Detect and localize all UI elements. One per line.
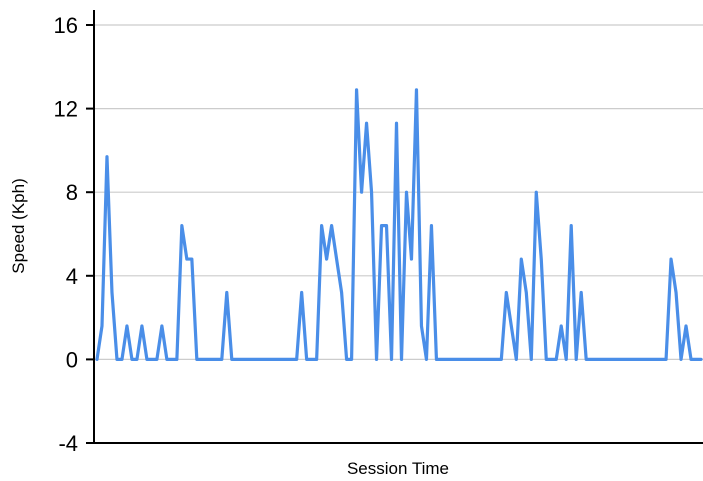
y-axis-ticks: -4 0 4 8 12 16 bbox=[54, 13, 94, 456]
y-tick-label: 12 bbox=[54, 97, 78, 122]
series-layer bbox=[95, 88, 703, 361]
y-tick-label: -4 bbox=[58, 431, 78, 456]
speed-series-line bbox=[95, 88, 703, 361]
y-tick-label: 8 bbox=[66, 180, 78, 205]
y-tick-label: 4 bbox=[66, 264, 78, 289]
x-axis-title: Session Time bbox=[347, 459, 449, 478]
y-tick-label: 16 bbox=[54, 13, 78, 38]
y-tick-label: 0 bbox=[66, 347, 78, 372]
y-axis-title: Speed (Kph) bbox=[9, 178, 28, 273]
